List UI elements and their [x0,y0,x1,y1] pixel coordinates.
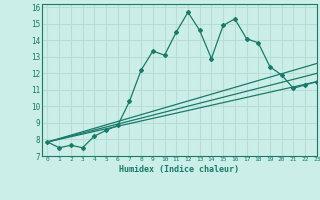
X-axis label: Humidex (Indice chaleur): Humidex (Indice chaleur) [119,165,239,174]
